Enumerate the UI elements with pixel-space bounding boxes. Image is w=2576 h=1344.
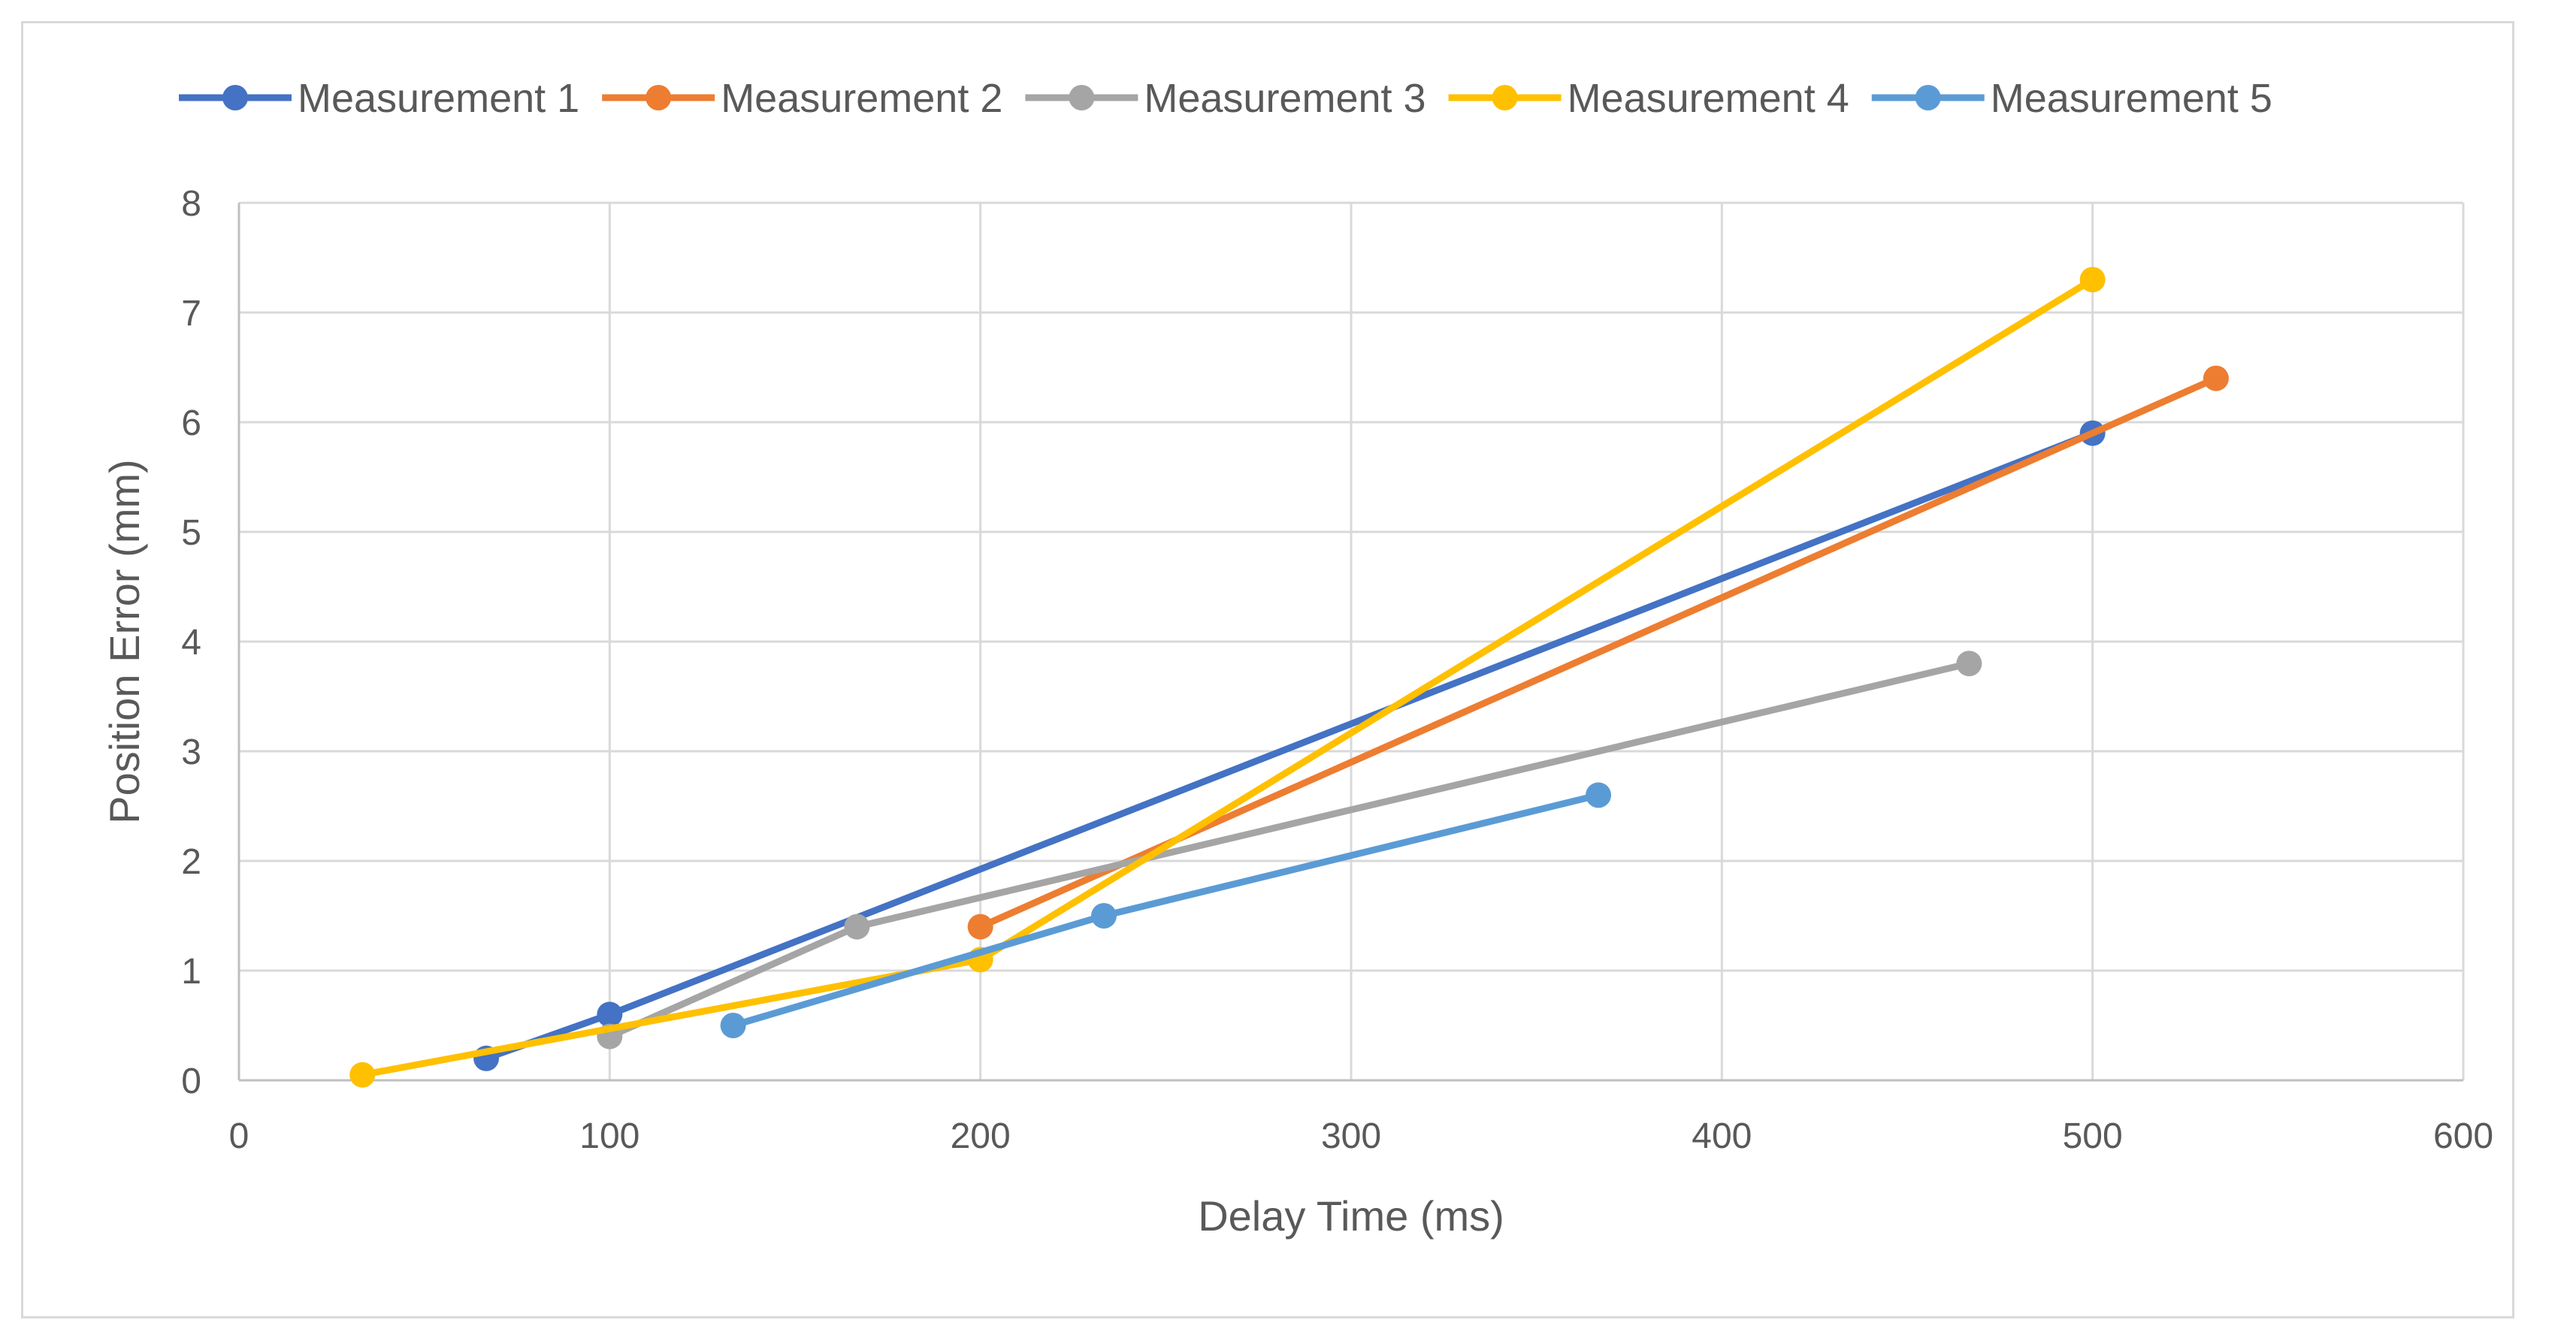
tick-labels: 0 1 2 3 4 5 6 7 8 0 100 200 300 400 500 600 xyxy=(181,184,2493,1156)
legend-label: Measurement 2 xyxy=(721,76,1002,121)
legend-swatch-marker xyxy=(1915,85,1941,110)
y-tick-label: 6 xyxy=(181,403,201,443)
data-point xyxy=(1090,903,1117,929)
legend-label: Measurement 1 xyxy=(298,76,579,121)
y-tick-label: 1 xyxy=(181,952,201,992)
legend-label: Measurement 5 xyxy=(1991,76,2272,121)
y-tick-label: 4 xyxy=(181,623,201,663)
gridlines xyxy=(239,201,2465,1080)
data-point xyxy=(2203,365,2229,391)
axes xyxy=(237,203,2463,1082)
series-5 xyxy=(720,782,1612,1038)
series-line xyxy=(606,660,1973,1040)
series-line xyxy=(730,791,1602,1029)
series-line xyxy=(358,276,2097,1079)
legend-item-1: Measurement 1 xyxy=(179,76,579,121)
y-tick-label: 3 xyxy=(181,732,201,772)
data-point xyxy=(1956,651,1982,677)
x-axis-title: Delay Time (ms) xyxy=(1198,1192,1504,1240)
legend-swatch-marker xyxy=(646,85,672,110)
x-tick-label: 600 xyxy=(2433,1116,2493,1156)
series-1 xyxy=(473,420,2106,1071)
data-point xyxy=(967,914,993,940)
data-point xyxy=(597,1001,623,1028)
x-tick-label: 300 xyxy=(1321,1116,1381,1156)
y-tick-label: 2 xyxy=(181,842,201,882)
legend-swatch-marker xyxy=(1069,85,1095,110)
data-point xyxy=(844,914,870,940)
legend-swatch-marker xyxy=(222,85,248,110)
data-point xyxy=(349,1062,376,1088)
legend-label: Measurement 4 xyxy=(1568,76,1849,121)
y-tick-label: 7 xyxy=(181,294,201,334)
data-point xyxy=(2079,267,2106,293)
legend-swatch-marker xyxy=(1492,85,1518,110)
legend-item-3: Measurement 3 xyxy=(1025,76,1426,121)
legend: Measurement 1 Measurement 2 Measurement 3 M… xyxy=(179,76,2272,121)
legend-item-5: Measurement 5 xyxy=(1871,76,2272,121)
data-point xyxy=(720,1013,746,1038)
x-tick-label: 400 xyxy=(1692,1116,1752,1156)
series-lines xyxy=(349,267,2229,1088)
x-tick-label: 500 xyxy=(2063,1116,2123,1156)
legend-label: Measurement 3 xyxy=(1144,76,1426,121)
chart-frame xyxy=(21,21,2514,1318)
legend-item-4: Measurement 4 xyxy=(1448,76,1849,121)
x-tick-label: 200 xyxy=(951,1116,1011,1156)
data-point xyxy=(1586,782,1612,808)
y-tick-label: 0 xyxy=(181,1062,201,1101)
series-line xyxy=(482,430,2097,1062)
legend-item-2: Measurement 2 xyxy=(602,76,1002,121)
y-tick-label: 8 xyxy=(181,184,201,224)
y-tick-label: 5 xyxy=(181,513,201,553)
x-tick-label: 0 xyxy=(229,1116,249,1156)
y-axis-title: Position Error (mm) xyxy=(101,459,148,823)
series-4 xyxy=(349,267,2106,1088)
x-tick-label: 100 xyxy=(579,1116,639,1156)
